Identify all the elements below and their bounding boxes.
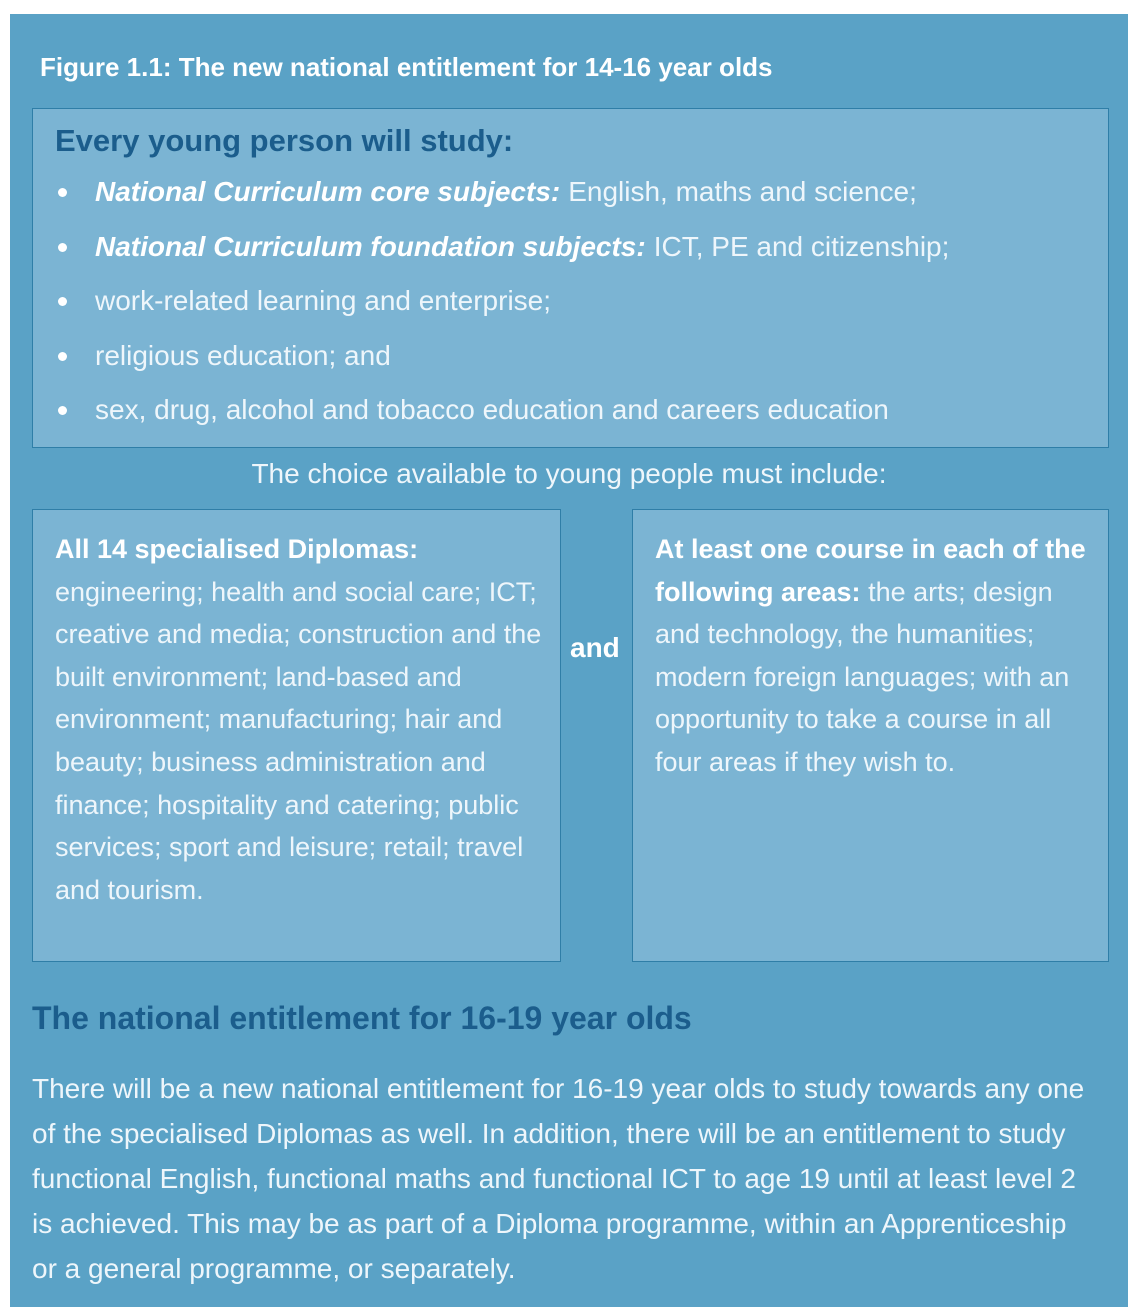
courses-box: At least one course in each of the follo… [632,509,1109,962]
list-item: National Curriculum foundation subjects:… [55,230,949,285]
item-lead: National Curriculum foundation subjects: [95,230,646,262]
list-item: religious education; and [55,339,949,394]
figure-panel: Figure 1.1: The new national entitlement… [10,14,1128,1307]
diplomas-text: engineering; health and social care; ICT… [55,576,542,905]
choice-intro: The choice available to young people mus… [251,458,887,489]
item-text: ICT, PE and citizenship; [653,230,950,262]
diplomas-heading: All 14 specialised Diplomas: [55,534,419,564]
diplomas-body: All 14 specialised Diplomas: engineering;… [55,528,542,911]
box-heading: Every young person will study: [55,123,514,158]
section-paragraph: There will be a new national entitlement… [32,1073,1085,1284]
study-box: Every young person will study: National … [32,108,1109,448]
item-lead: National Curriculum core subjects: [95,176,561,207]
section-heading: The national entitlement for 16-19 year … [32,1000,692,1036]
item-text: English, maths and science; [568,176,917,207]
figure-title: Figure 1.1: The new national entitlement… [40,52,773,82]
list-item: work-related learning and enterprise; [55,284,949,339]
diplomas-box: All 14 specialised Diplomas: engineering;… [32,509,561,962]
item-text: work-related learning and enterprise; [95,285,552,316]
connector: and [570,632,620,663]
study-list: National Curriculum core subjects: Englis… [55,175,949,448]
list-item: National Curriculum core subjects: Englis… [55,175,949,230]
courses-heading: At least one course in each of the follo… [655,534,1086,607]
item-text: sex, drug, alcohol and tobacco education… [95,394,889,425]
courses-body: At least one course in each of the follo… [655,528,1090,784]
list-item: sex, drug, alcohol and tobacco education… [55,393,949,448]
courses-text: the arts; design and technology, the hum… [655,576,1070,777]
item-text: religious education; and [95,339,391,371]
